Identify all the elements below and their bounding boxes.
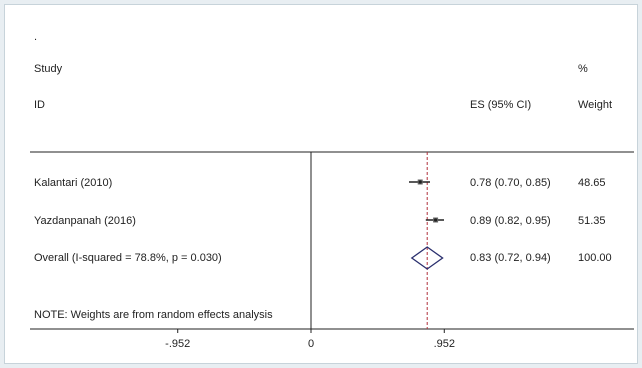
header-es-ci: ES (95% CI): [470, 99, 531, 111]
header-id: ID: [34, 99, 45, 111]
es-text-1: 0.78 (0.70, 0.85): [470, 177, 551, 189]
plot-panel: [4, 4, 638, 364]
overall-diamond: [410, 246, 444, 270]
overall-label: Overall (I-squared = 78.8%, p = 0.030): [34, 252, 222, 264]
es-text-overall: 0.83 (0.72, 0.94): [470, 252, 551, 264]
point-estimate-study-1: [418, 180, 422, 184]
point-estimate-study-2: [434, 218, 438, 222]
header-percent: %: [578, 63, 588, 75]
study-label-2: Yazdanpanah (2016): [34, 215, 136, 227]
x-tick-label-zero: 0: [308, 338, 314, 350]
header-weight: Weight: [578, 99, 612, 111]
x-tick-label-pos: .952: [434, 338, 455, 350]
weight-1: 48.65: [578, 177, 606, 189]
weight-overall: 100.00: [578, 252, 612, 264]
note-text: NOTE: Weights are from random effects an…: [34, 309, 273, 321]
dot-mark: .: [34, 31, 37, 43]
chart-marks: [177, 152, 445, 333]
x-tick-label-neg: -.952: [165, 338, 190, 350]
es-text-2: 0.89 (0.82, 0.95): [470, 215, 551, 227]
study-label-1: Kalantari (2010): [34, 177, 112, 189]
weight-2: 51.35: [578, 215, 606, 227]
header-study: Study: [34, 63, 63, 75]
